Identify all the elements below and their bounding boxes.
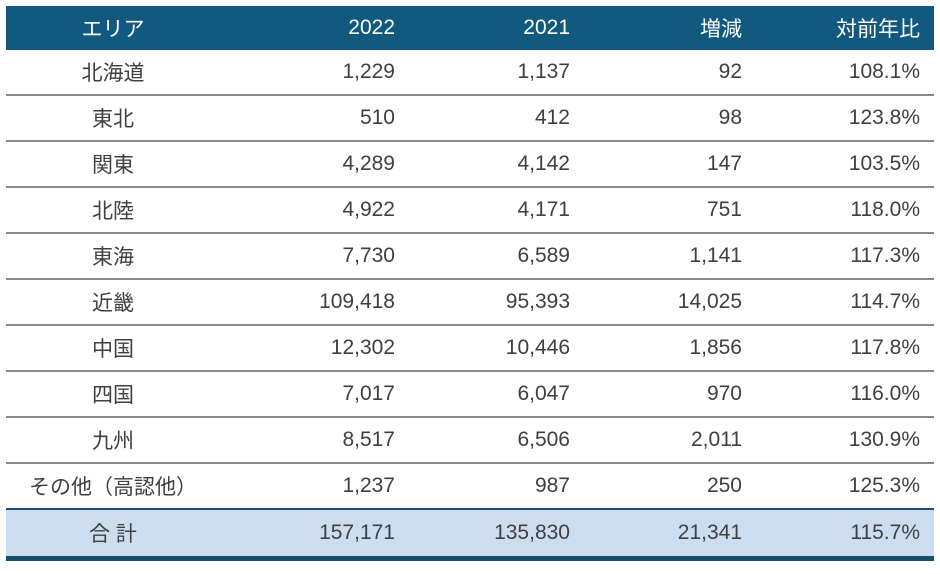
table-row-kinki: 近畿 109,418 95,393 14,025 114.7% — [6, 279, 934, 326]
area-cell: 北海道 — [6, 50, 220, 96]
value-2021-cell: 987 — [419, 463, 594, 509]
diff-cell: 98 — [594, 95, 766, 142]
area-cell: 中国 — [6, 325, 220, 372]
yoy-cell: 125.3% — [766, 463, 934, 509]
header-cell-yoy: 対前年比 — [766, 6, 934, 50]
table-row-tohoku: 東北 510 412 98 123.8% — [6, 95, 934, 142]
total-row: 合 計 157,171 135,830 21,341 115.7% — [6, 508, 934, 561]
table-row-shikoku: 四国 7,017 6,047 970 116.0% — [6, 371, 934, 418]
value-2021-cell: 10,446 — [419, 325, 594, 372]
area-cell: 近畿 — [6, 279, 220, 326]
yoy-cell: 116.0% — [766, 371, 934, 418]
total-diff-cell: 21,341 — [594, 508, 766, 561]
diff-cell: 250 — [594, 463, 766, 509]
diff-cell: 14,025 — [594, 279, 766, 326]
diff-cell: 1,141 — [594, 233, 766, 280]
table-row-hokuriku: 北陸 4,922 4,171 751 118.0% — [6, 187, 934, 234]
diff-cell: 92 — [594, 50, 766, 96]
value-2022-cell: 8,517 — [220, 417, 419, 464]
value-2022-cell: 109,418 — [220, 279, 419, 326]
diff-cell: 1,856 — [594, 325, 766, 372]
value-2022-cell: 4,922 — [220, 187, 419, 234]
value-2021-cell: 6,047 — [419, 371, 594, 418]
value-2022-cell: 7,017 — [220, 371, 419, 418]
area-cell: 九州 — [6, 417, 220, 464]
header-cell-area: エリア — [6, 6, 220, 50]
table-row-other: その他（高認他） 1,237 987 250 125.3% — [6, 463, 934, 509]
diff-cell: 2,011 — [594, 417, 766, 464]
value-2021-cell: 6,506 — [419, 417, 594, 464]
table-row-kyushu: 九州 8,517 6,506 2,011 130.9% — [6, 417, 934, 464]
yoy-cell: 117.3% — [766, 233, 934, 280]
area-cell: 東海 — [6, 233, 220, 280]
header-cell-2022: 2022 — [220, 6, 419, 50]
value-2021-cell: 4,142 — [419, 141, 594, 188]
value-2022-cell: 510 — [220, 95, 419, 142]
area-cell: 関東 — [6, 141, 220, 188]
value-2022-cell: 1,237 — [220, 463, 419, 509]
value-2022-cell: 4,289 — [220, 141, 419, 188]
value-2022-cell: 7,730 — [220, 233, 419, 280]
table-row-chugoku: 中国 12,302 10,446 1,856 117.8% — [6, 325, 934, 372]
value-2021-cell: 4,171 — [419, 187, 594, 234]
header-row: エリア 2022 2021 増減 対前年比 — [6, 6, 934, 50]
header-cell-diff: 増減 — [594, 6, 766, 50]
area-cell: 東北 — [6, 95, 220, 142]
yoy-cell: 118.0% — [766, 187, 934, 234]
yoy-cell: 103.5% — [766, 141, 934, 188]
total-yoy-cell: 115.7% — [766, 508, 934, 561]
yoy-cell: 117.8% — [766, 325, 934, 372]
yoy-cell: 108.1% — [766, 50, 934, 96]
diff-cell: 147 — [594, 141, 766, 188]
header-cell-2021: 2021 — [419, 6, 594, 50]
regional-results-page: エリア 2022 2021 増減 対前年比 北海道 1,229 1,137 92… — [6, 6, 934, 561]
regional-results-table: エリア 2022 2021 増減 対前年比 北海道 1,229 1,137 92… — [6, 6, 934, 561]
value-2021-cell: 412 — [419, 95, 594, 142]
diff-cell: 970 — [594, 371, 766, 418]
yoy-cell: 114.7% — [766, 279, 934, 326]
area-cell: 北陸 — [6, 187, 220, 234]
total-2022-cell: 157,171 — [220, 508, 419, 561]
table-row-kanto: 関東 4,289 4,142 147 103.5% — [6, 141, 934, 188]
yoy-cell: 123.8% — [766, 95, 934, 142]
value-2022-cell: 12,302 — [220, 325, 419, 372]
table-row-hokkaido: 北海道 1,229 1,137 92 108.1% — [6, 50, 934, 96]
value-2022-cell: 1,229 — [220, 50, 419, 96]
area-cell: 四国 — [6, 371, 220, 418]
table-row-tokai: 東海 7,730 6,589 1,141 117.3% — [6, 233, 934, 280]
value-2021-cell: 1,137 — [419, 50, 594, 96]
value-2021-cell: 6,589 — [419, 233, 594, 280]
yoy-cell: 130.9% — [766, 417, 934, 464]
total-2021-cell: 135,830 — [419, 508, 594, 561]
value-2021-cell: 95,393 — [419, 279, 594, 326]
total-label-cell: 合 計 — [6, 508, 220, 561]
area-cell: その他（高認他） — [6, 463, 220, 509]
diff-cell: 751 — [594, 187, 766, 234]
